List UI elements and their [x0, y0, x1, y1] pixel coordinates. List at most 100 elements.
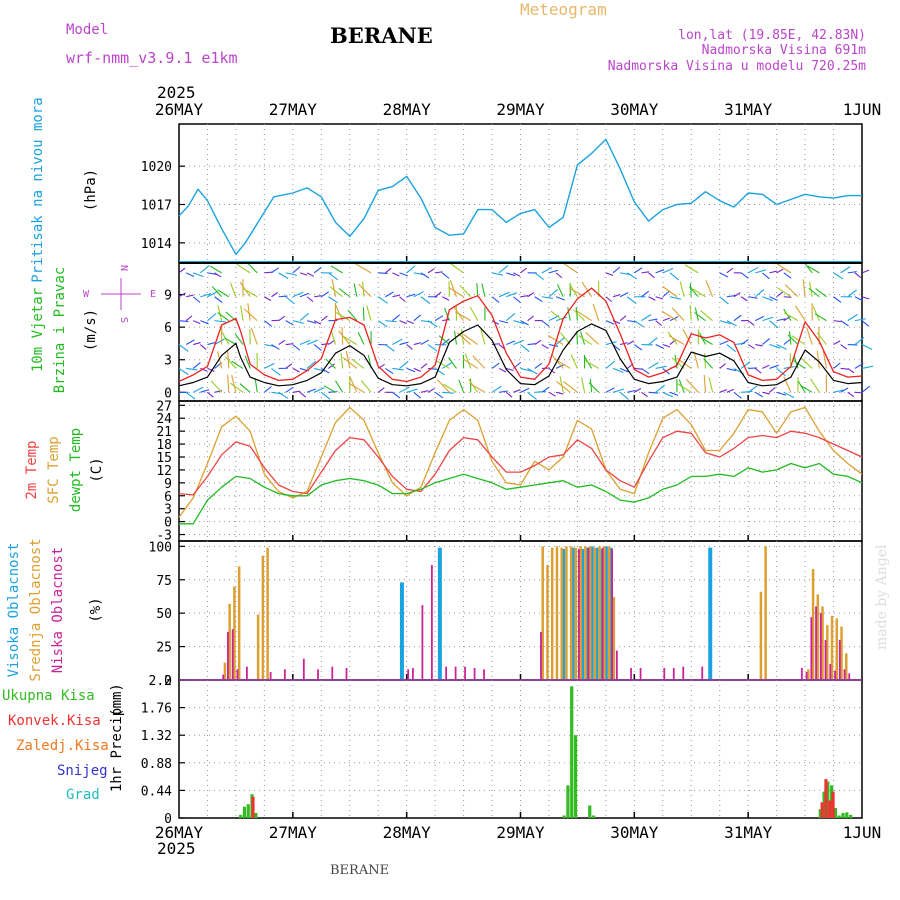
wind-arrow	[605, 320, 615, 325]
wind-arrow	[605, 272, 614, 276]
cloud-bar-low	[473, 667, 476, 679]
wind-arrow	[499, 390, 509, 393]
wind-arrow	[784, 284, 799, 298]
precip-total-bar	[239, 814, 243, 818]
wind-arrow	[703, 358, 714, 369]
wind-arrow	[185, 391, 196, 400]
ytick-label-temperature: 21	[156, 425, 172, 440]
sfc-temp-line	[178, 406, 863, 518]
wind-arrow	[671, 307, 685, 322]
wind-arrow	[755, 391, 764, 398]
wind-arrow	[854, 391, 863, 394]
pressure-label: Pritisak na nivou mora	[30, 97, 46, 282]
precip-unit: (mm)	[109, 683, 125, 717]
wind-arrow	[662, 267, 674, 274]
precip-total-bar	[570, 686, 574, 818]
wind-arrow	[271, 344, 280, 350]
precip-conv-bar	[831, 791, 835, 818]
wind-arrow	[244, 355, 251, 369]
wind-arrow	[708, 377, 714, 393]
ytick-label-wind: 6	[164, 321, 172, 336]
wind-arrow	[329, 286, 343, 298]
wind-arrow	[847, 271, 857, 274]
ytick-label-precip: 0.44	[141, 784, 172, 799]
wind-arrow	[328, 296, 339, 304]
low-cloud-label: Niska Oblacnost	[50, 547, 66, 673]
wind-arrow	[541, 296, 554, 300]
gust-line	[178, 287, 863, 383]
wind-arrow	[769, 270, 778, 274]
wind-arrow	[250, 327, 258, 345]
cloud-bar-mid	[612, 597, 616, 679]
station-title: BERANE	[330, 23, 433, 48]
year-top: 2025	[157, 83, 196, 102]
cloud-bar-high	[708, 547, 713, 679]
temp2m-label: 2m Temp	[24, 440, 40, 499]
cloud-bar-low	[430, 565, 433, 679]
wind-arrow	[413, 367, 421, 372]
wind-arrow	[648, 337, 658, 345]
ytick-label-wind: 3	[164, 354, 172, 369]
precip-total-bar	[841, 812, 845, 818]
legend-total-precip: Ukupna Kisa	[2, 688, 95, 704]
wind-arrow	[754, 367, 762, 374]
wind-arrow	[755, 315, 764, 322]
wind-arrow	[576, 331, 578, 345]
ytick-label-pressure: 1014	[141, 237, 172, 252]
wind-arrow	[783, 338, 792, 345]
top-date-tick: 30MAY	[610, 100, 659, 119]
wind-arrow	[434, 391, 444, 399]
wind-direction-legend: N S W E	[83, 265, 156, 323]
wind-arrow	[506, 272, 516, 277]
wind-arrow	[520, 320, 529, 326]
model-elevation-label: Nadmorska Visina u modelu 720.25m	[608, 59, 866, 74]
cloud-bar-mid	[574, 547, 578, 679]
wind-arrow	[306, 360, 317, 369]
wind-arrow	[217, 289, 230, 298]
top-date-tick: 26MAY	[155, 100, 204, 119]
wind-arrow	[214, 296, 223, 303]
cloud-bar-low	[269, 671, 272, 679]
wind-arrow	[619, 315, 627, 322]
wind-arrow	[480, 329, 486, 345]
wind-arrow	[833, 272, 844, 280]
wind-arrow	[581, 281, 593, 298]
wind-arrow	[247, 262, 258, 274]
wind-arrow	[740, 339, 749, 345]
wind-arrow	[689, 305, 692, 321]
wind-arrow	[413, 342, 422, 346]
cloud-bar-low	[236, 669, 239, 679]
cloud-bar-mid	[588, 546, 592, 679]
wind-arrow	[345, 350, 351, 369]
cloud-bar-high	[589, 546, 594, 679]
top-date-tick: 1JUN	[843, 100, 882, 119]
wind-arrow	[662, 290, 671, 298]
cloud-bar-mid	[541, 546, 544, 679]
wind-arrow	[285, 386, 294, 393]
wind-arrow	[854, 272, 862, 279]
wind-arrow	[227, 374, 230, 393]
wind-arrow	[513, 272, 521, 277]
wind-arrow	[328, 339, 335, 345]
wind-arrow	[330, 265, 343, 274]
wind-arrow	[239, 383, 251, 393]
precip-total-bar	[822, 791, 826, 818]
wind-arrow	[506, 292, 518, 298]
wind-arrow	[634, 367, 642, 370]
cloud-bar-low	[800, 667, 803, 679]
wind-arrow	[292, 291, 304, 298]
precip-conv-bar	[251, 796, 255, 818]
wind-arrow	[847, 314, 858, 322]
cloud-bar-mid	[607, 546, 611, 679]
wind-arrow	[769, 387, 776, 393]
wind-arrow	[691, 288, 706, 298]
wind-arrow	[178, 292, 186, 298]
wind-arrow	[200, 293, 212, 298]
cloud-bar-low	[663, 667, 666, 679]
wind-arrow	[406, 344, 413, 350]
wind-arrow	[321, 367, 330, 374]
wind-arrow	[726, 388, 734, 393]
wind-arrow	[634, 387, 642, 393]
wind-arrow	[450, 263, 464, 274]
